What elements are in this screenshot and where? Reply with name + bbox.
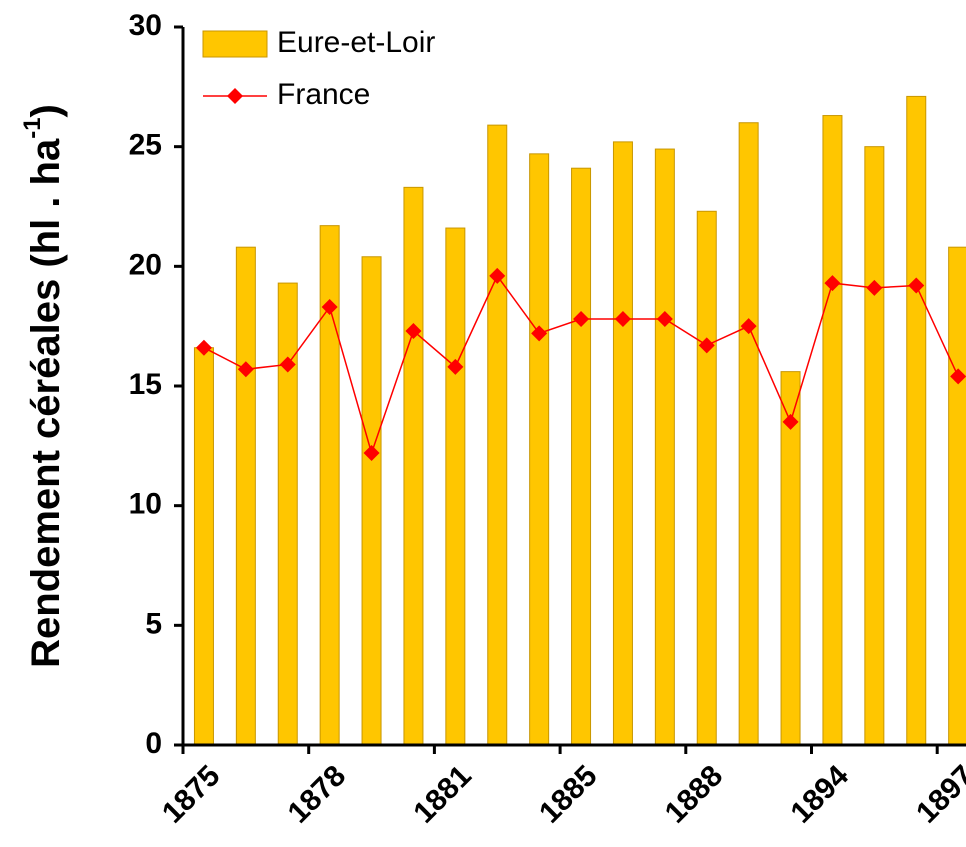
- bar: [654, 148, 675, 746]
- marker: [740, 318, 757, 335]
- marker: [447, 358, 464, 375]
- bar: [906, 95, 927, 746]
- marker: [321, 299, 338, 316]
- marker: [656, 310, 673, 327]
- marker: [237, 361, 254, 378]
- marker: [279, 356, 296, 373]
- y-tick-label: 15: [129, 368, 162, 401]
- marker: [950, 368, 966, 385]
- bar: [738, 122, 759, 746]
- bar: [612, 141, 633, 746]
- y-tick-label: 20: [129, 248, 162, 281]
- marker: [824, 275, 841, 292]
- y-tick-label: 25: [129, 129, 162, 162]
- marker: [908, 277, 925, 294]
- legend-swatch: [202, 30, 268, 58]
- y-label-end: ): [24, 104, 68, 117]
- x-tick-label: 1897: [910, 759, 966, 830]
- marker: [573, 310, 590, 327]
- x-tick-label: 1875: [156, 759, 227, 830]
- marker: [782, 413, 799, 430]
- bar: [571, 167, 592, 746]
- y-label-text: Rendement céréales (hl . ha: [24, 138, 68, 668]
- y-label-sup: -1: [19, 117, 46, 138]
- marker: [698, 337, 715, 354]
- marker: [363, 445, 380, 462]
- marker: [614, 310, 631, 327]
- bar: [529, 153, 550, 746]
- x-tick-label: 1894: [784, 759, 855, 830]
- x-tick-label: 1885: [533, 759, 604, 830]
- marker: [866, 279, 883, 296]
- bar: [822, 115, 843, 746]
- bar: [445, 227, 466, 746]
- x-tick-label: 1881: [407, 759, 478, 830]
- bar: [235, 246, 256, 746]
- bar: [696, 210, 717, 746]
- marker: [195, 339, 212, 356]
- y-tick-label: 0: [145, 727, 162, 760]
- bar: [487, 124, 508, 746]
- legend-label: Eure-et-Loir: [277, 26, 435, 59]
- bar: [948, 246, 966, 746]
- bar: [864, 146, 885, 746]
- marker: [405, 322, 422, 339]
- y-axis-label: Rendement céréales (hl . ha-1): [19, 104, 67, 668]
- marker: [531, 325, 548, 342]
- y-tick-label: 30: [129, 9, 162, 42]
- legend-marker: [227, 88, 243, 104]
- y-tick-label: 10: [129, 488, 162, 521]
- bar: [361, 256, 382, 746]
- marker: [489, 267, 506, 284]
- bar: [193, 347, 214, 746]
- x-tick-label: 1888: [659, 759, 730, 830]
- bar: [403, 186, 424, 746]
- x-tick-label: 1878: [282, 759, 353, 830]
- y-tick-label: 5: [145, 607, 162, 640]
- bar: [277, 282, 298, 746]
- legend-label: France: [277, 78, 370, 111]
